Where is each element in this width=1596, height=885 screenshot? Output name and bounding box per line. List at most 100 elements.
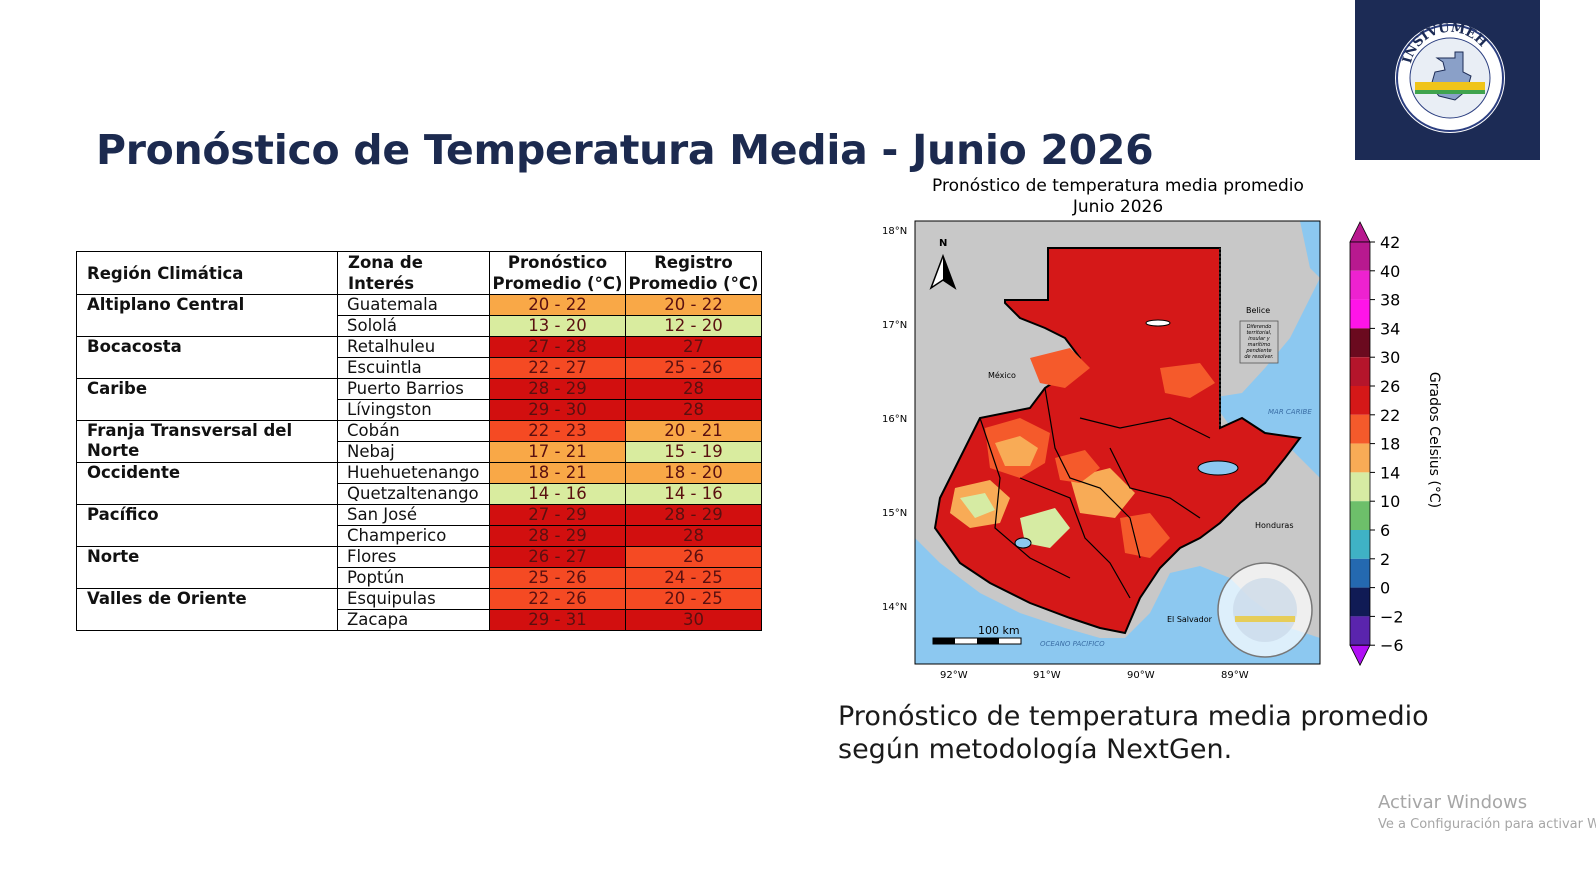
colorbar-segment [1350,270,1370,300]
label-mar-caribe: MAR CARIBE [1268,408,1312,416]
map-watermark-band [1235,616,1295,622]
colorbar-segment [1350,587,1370,617]
table-row: Quetzaltenango 14 - 16 14 - 16 [77,483,762,505]
record-cell: 28 [625,378,762,400]
lat-label: 18°N [882,226,907,237]
lon-label: 89°W [1221,670,1249,680]
slide-caption: Pronóstico de temperatura media promedio… [838,700,1429,766]
table-row: Champerico 28 - 29 28 [77,525,762,547]
forecast-cell: 29 - 30 [489,399,626,421]
colorbar-tick-label: 34 [1380,319,1400,338]
colorbar-label: Grados Celsius (°C) [1426,372,1442,508]
forecast-cell: 28 - 29 [489,525,626,547]
record-cell: 28 - 29 [625,504,762,526]
zone-cell: Guatemala [337,294,490,316]
temperature-map: 18°N 17°N 16°N 15°N 14°N 92°W 91°W 90°W … [870,218,1470,684]
zone-cell: Flores [337,546,490,568]
record-cell: 26 [625,546,762,568]
colorbar-segment [1350,443,1370,473]
zone-cell: Sololá [337,315,490,337]
forecast-cell: 22 - 26 [489,588,626,610]
lat-label: 15°N [882,508,907,519]
record-cell: 25 - 26 [625,357,762,379]
record-cell: 20 - 21 [625,420,762,442]
lat-label: 17°N [882,320,907,331]
warm-patch [1030,348,1090,388]
table-row: Valles de Oriente Esquipulas 22 - 26 20 … [76,588,762,631]
record-cell: 20 - 25 [625,588,762,610]
label-mexico: México [988,370,1016,380]
record-cell: 30 [625,609,762,631]
dispute-box [1239,320,1279,364]
zone-cell: Poptún [337,567,490,589]
activation-watermark-text: Ve a Configuración para activar Windows. [1378,817,1596,832]
lat-label: 16°N [882,414,907,425]
zone-cell: Escuintla [337,357,490,379]
warm-patch [1120,513,1170,558]
map-watermark-inner [1233,578,1297,642]
table-row: Sololá 13 - 20 12 - 20 [77,315,762,337]
colorbar-tick-label: 26 [1380,377,1400,396]
colorbar-cap-top [1349,221,1371,243]
forecast-cell: 26 - 27 [489,546,626,568]
forecast-cell: 22 - 27 [489,357,626,379]
record-cell: 18 - 20 [625,462,762,484]
region-cell: Norte [76,546,338,589]
colorbar-tick-label: 38 [1380,291,1400,310]
map-title-line1: Pronóstico de temperatura media promedio [932,176,1304,196]
zone-cell: San José [337,504,490,526]
colorbar-tick-label: 2 [1380,550,1390,569]
dispute-line: pendiente [1245,348,1271,354]
colorbar-tick-label: −6 [1380,636,1404,655]
lon-label: 90°W [1127,670,1155,680]
zone-cell: Nebaj [337,441,490,463]
map-title-line2: Junio 2026 [1072,197,1164,217]
header-forecast: Pronóstico Promedio (°C) [489,251,626,295]
dispute-line: territorial, [1246,330,1271,336]
colorbar-segment [1350,386,1370,415]
table-row: Norte Flores 26 - 27 26 [76,546,762,589]
caption-line1: Pronóstico de temperatura media promedio [838,701,1429,732]
caption-line2: según metodología NextGen. [838,734,1233,765]
lon-label: 92°W [940,670,968,680]
header-zone: Zona de Interés [337,251,490,295]
table-row: Caribe Puerto Barrios 28 - 29 28 [76,378,762,421]
caribbean-sea [1210,278,1320,478]
forecast-cell: 28 - 29 [489,378,626,400]
table-row: Occidente Huehuetenango 18 - 21 18 - 20 [76,462,762,505]
colorbar-tick-label: 14 [1380,463,1400,482]
north-label: N [939,238,947,249]
zone-cell: Champerico [337,525,490,547]
dispute-line: marítimo [1248,341,1271,348]
region-cell: Franja Transversal del Norte [76,420,338,463]
dispute-line: insular y [1248,336,1270,342]
header-region: Región Climática [76,251,338,295]
map-title: Pronóstico de temperatura media promedio… [880,176,1356,218]
scale-label: 100 km [978,624,1020,637]
lake-peten-itza [1145,319,1171,327]
mild-patch [995,436,1038,466]
colorbar-segment [1350,357,1370,386]
forecast-cell: 14 - 16 [489,483,626,505]
colorbar-tick-label: 30 [1380,348,1400,367]
zone-cell: Retalhuleu [337,336,490,358]
region-cell: Pacífico [76,504,338,547]
activation-watermark-title: Activar Windows [1378,792,1528,813]
header-record: Registro Promedio (°C) [625,251,762,295]
cool-patch [1020,508,1070,548]
map-frame [914,220,1321,665]
zone-cell: Quetzaltenango [337,483,490,505]
colorbar-segment [1350,242,1370,271]
record-cell: 28 [625,525,762,547]
region-cell: Altiplano Central [76,294,338,337]
forecast-cell: 29 - 31 [489,609,626,631]
colorbar-tick-label: 18 [1380,435,1400,454]
cool-patch [960,493,995,518]
mild-patch [1070,468,1135,518]
record-cell: 28 [625,399,762,421]
label-belice: Belice [1246,306,1270,315]
colorbar-tick-label: 42 [1380,233,1400,252]
region-cell: Occidente [76,462,338,505]
caribbean-sea-north [1300,221,1320,278]
forecast-cell: 20 - 22 [489,294,626,316]
